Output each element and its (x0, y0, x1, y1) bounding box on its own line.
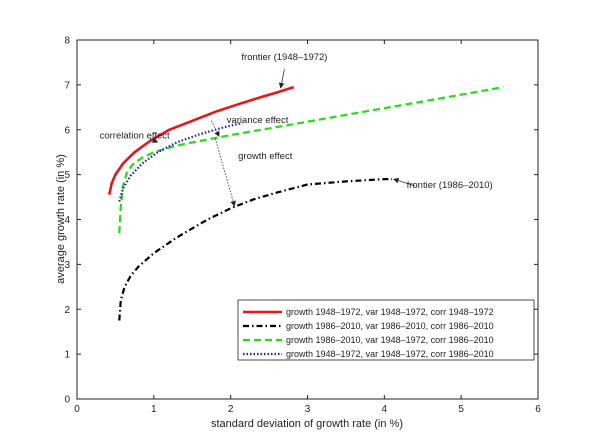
axis-ticks: 0 1 2 3 4 5 6 0 1 2 3 4 5 6 7 8 (64, 36, 541, 416)
legend-label-2: growth 1986–2010, var 1986–2010, corr 19… (286, 321, 494, 331)
x-axis-label: standard deviation of growth rate (in %) (211, 418, 403, 430)
y-axis-label: average growth rate (in %) (55, 154, 67, 284)
legend-label-4: growth 1948–1972, var 1948–1972, corr 19… (286, 349, 494, 359)
series-line-4 (118, 121, 243, 202)
x-tick-label: 0 (74, 404, 80, 415)
y-tick-label: 6 (64, 125, 70, 136)
annotation-arrow (149, 137, 159, 143)
x-tick-label: 3 (305, 404, 311, 415)
y-tick-label: 1 (64, 350, 70, 361)
x-tick-label: 5 (458, 404, 464, 415)
legend-box (237, 299, 535, 361)
y-tick-label: 7 (64, 80, 70, 91)
annotation-text: correlation effect (100, 131, 170, 142)
y-tick-label: 5 (64, 170, 70, 181)
x-tick-label: 6 (535, 404, 541, 415)
annotation-arrow (393, 177, 416, 187)
annotation-text: frontier (1986–2010) (407, 180, 493, 191)
annotation-arrow (278, 69, 285, 89)
x-tick-label: 1 (151, 404, 157, 415)
annotation-text: growth effect (238, 151, 293, 162)
x-tick-label: 4 (382, 404, 388, 415)
series-line-1 (108, 85, 295, 196)
legend-label-3: growth 1986–2010, var 1948–1972, corr 19… (286, 335, 494, 345)
annotation-text: frontier (1948–1972) (241, 52, 327, 63)
y-tick-label: 3 (64, 260, 70, 271)
annotation-arrow (214, 138, 236, 207)
legend-label-1: growth 1948–1972, var 1948–1972, corr 19… (286, 307, 494, 317)
y-tick-label: 4 (64, 215, 70, 226)
y-tick-label: 8 (64, 36, 70, 47)
annotation-text: variance effect (227, 115, 289, 126)
annotation-layer: frontier (1948–1972) correlation effect va… (100, 52, 493, 207)
y-tick-label: 0 (64, 395, 70, 406)
series-layer (108, 85, 504, 321)
legend: growth 1948–1972, var 1948–1972, corr 19… (237, 299, 535, 361)
series-line-3 (118, 86, 504, 234)
series-line-2 (118, 178, 392, 321)
x-tick-label: 2 (228, 404, 234, 415)
y-tick-label: 2 (64, 305, 70, 316)
